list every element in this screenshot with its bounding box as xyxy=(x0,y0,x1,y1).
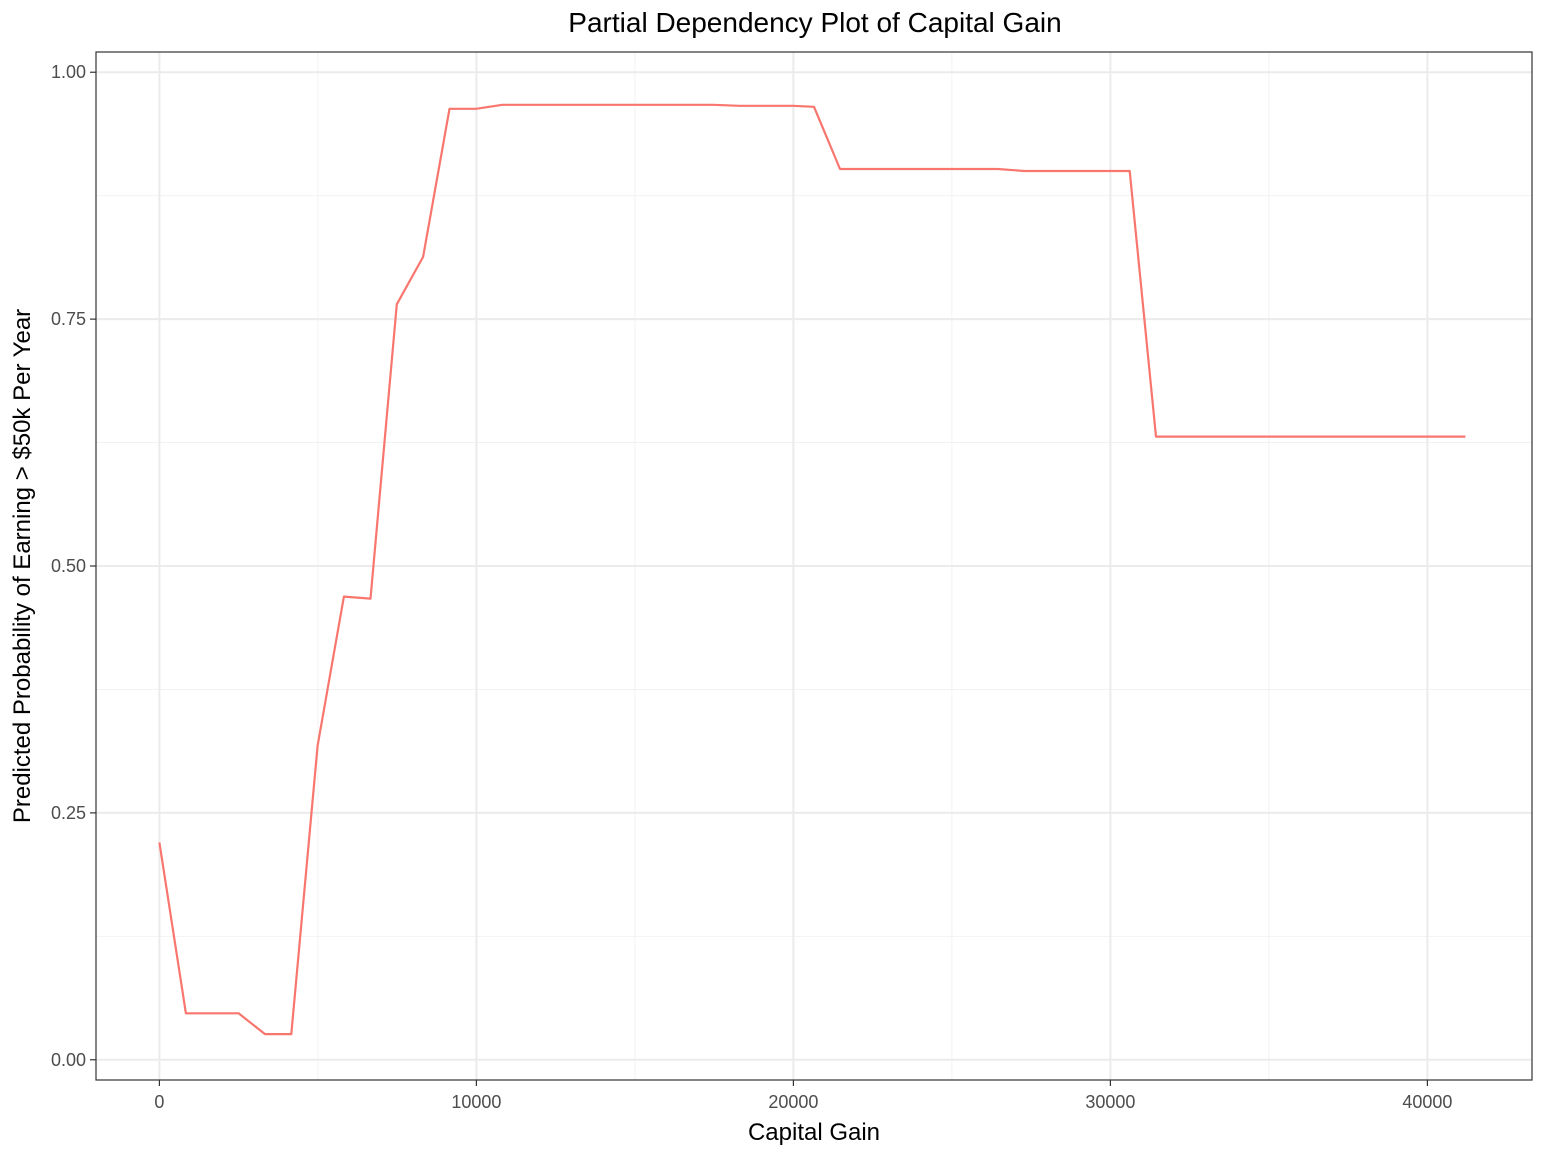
x-tick-label: 30000 xyxy=(1085,1092,1135,1112)
major-gridlines xyxy=(96,52,1532,1080)
series-line xyxy=(158,103,1466,1036)
y-tick-label: 0.75 xyxy=(51,309,86,329)
x-tick-label: 10000 xyxy=(451,1092,501,1112)
x-tick-label: 40000 xyxy=(1402,1092,1452,1112)
series-layer xyxy=(158,103,1466,1036)
chart-title: Partial Dependency Plot of Capital Gain xyxy=(568,7,1061,38)
x-axis: 0 10000 20000 30000 40000 xyxy=(154,1080,1452,1112)
x-tick-label: 0 xyxy=(154,1092,164,1112)
y-axis: 0.00 0.25 0.50 0.75 1.00 xyxy=(51,62,96,1070)
y-axis-title: Predicted Probability of Earning > $50k … xyxy=(9,309,36,823)
y-tick-label: 0.00 xyxy=(51,1050,86,1070)
x-tick-label: 20000 xyxy=(768,1092,818,1112)
minor-gridlines xyxy=(96,52,1532,1080)
y-tick-label: 1.00 xyxy=(51,62,86,82)
y-tick-label: 0.50 xyxy=(51,556,86,576)
x-axis-title: Capital Gain xyxy=(748,1119,880,1146)
y-tick-label: 0.25 xyxy=(51,803,86,823)
